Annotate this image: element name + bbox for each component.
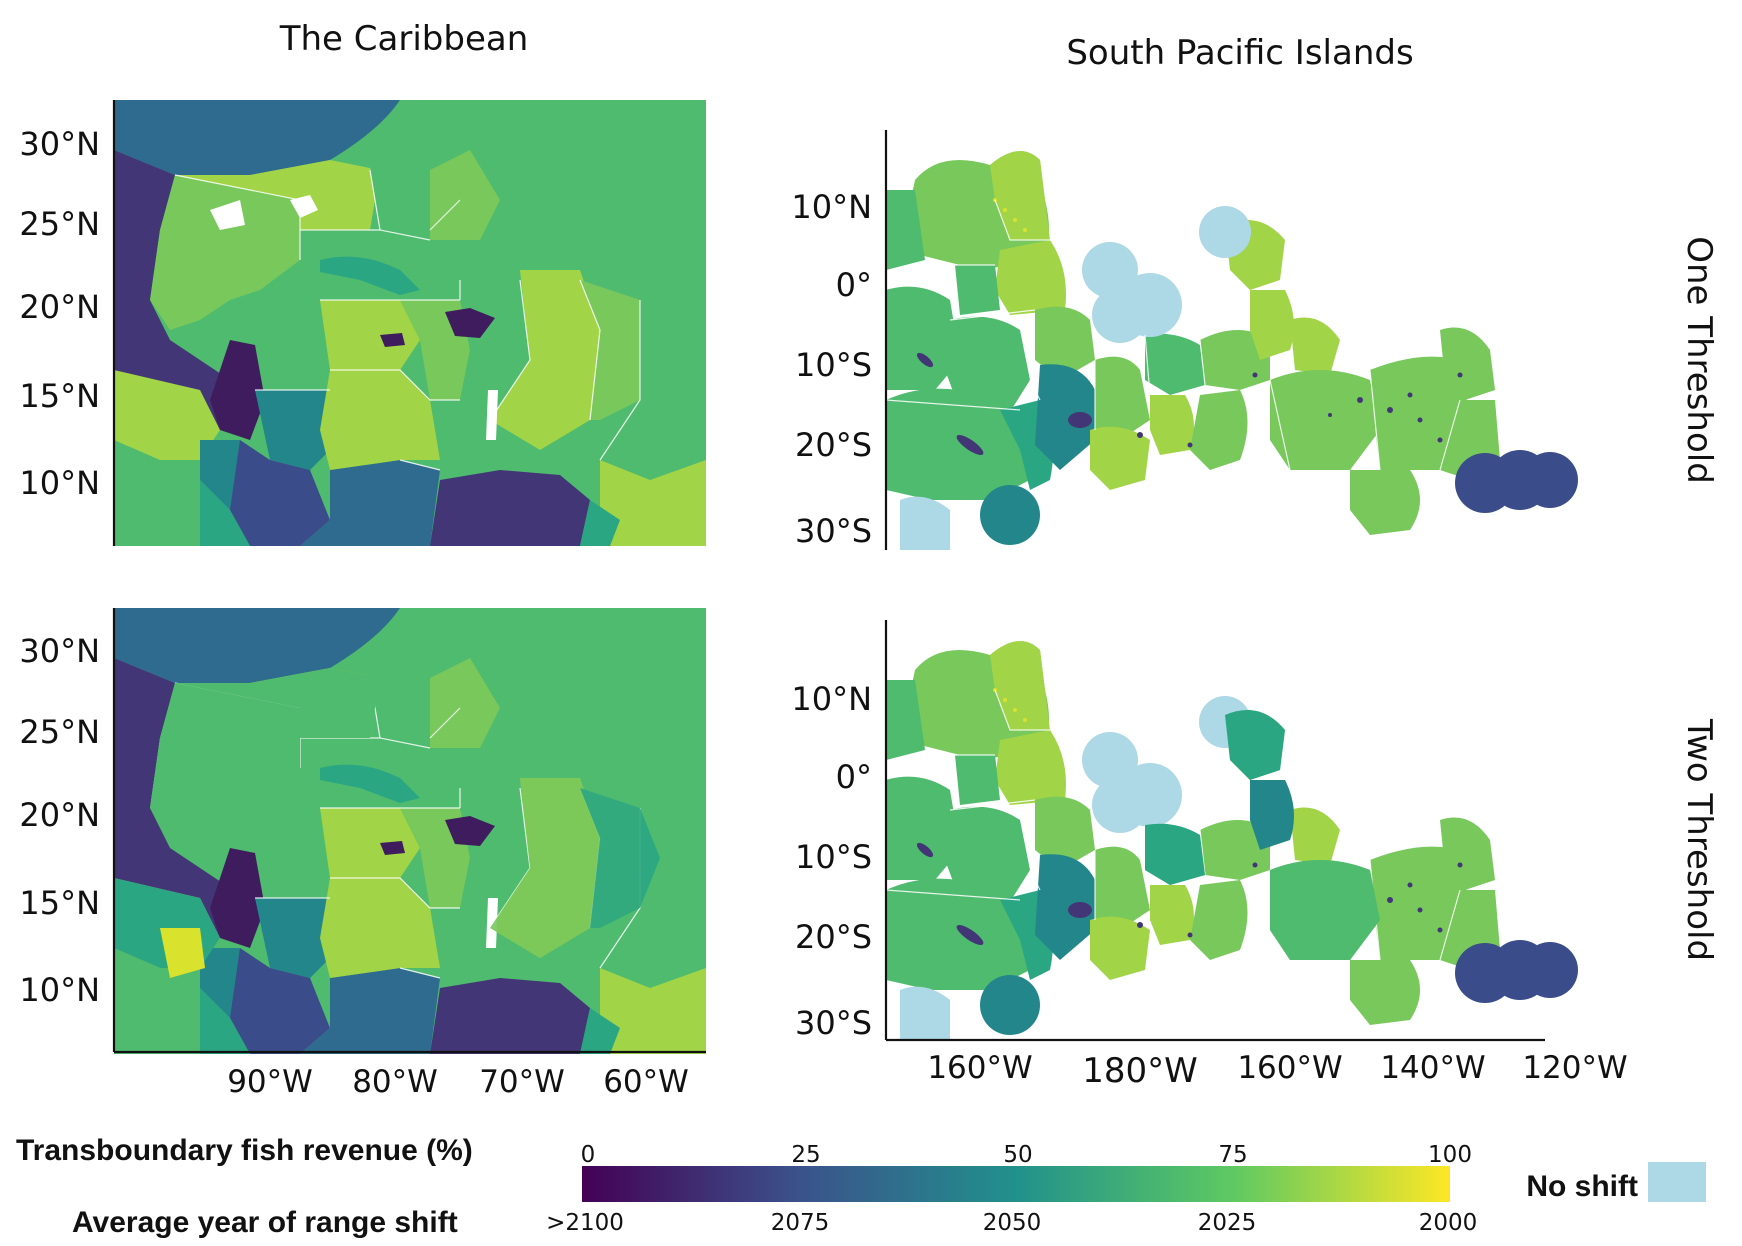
lat-label: 15°N — [19, 377, 100, 415]
lat-label: 20°S — [795, 918, 872, 956]
lat-label: 25°N — [19, 713, 100, 751]
pacific-title: South Pacific Islands — [1066, 33, 1413, 73]
caribbean-bottom-lat-labels: 30°N 25°N 20°N 15°N 10°N — [19, 632, 100, 1009]
lon-label: 70°W — [479, 1064, 565, 1100]
legend-no-shift-label: No shift — [1526, 1170, 1638, 1203]
caribbean-title: The Caribbean — [279, 19, 529, 59]
pacific-lon-labels: 160°W 180°W 160°W 140°W 120°W — [927, 1050, 1627, 1091]
caribbean-map-two-threshold — [114, 608, 706, 1054]
legend-year-label: Average year of range shift — [72, 1206, 458, 1239]
lat-label: 20°N — [19, 288, 100, 326]
lon-label: 140°W — [1380, 1050, 1485, 1086]
lat-label: 20°S — [795, 426, 872, 464]
legend: Transboundary fish revenue (%) Average y… — [16, 1134, 1706, 1239]
no-shift-swatch — [1648, 1162, 1706, 1202]
lat-label: 10°N — [19, 464, 100, 502]
lat-label: 10°S — [795, 346, 872, 384]
lat-label: 0° — [836, 758, 872, 796]
lat-label: 30°S — [795, 1004, 872, 1042]
lon-label: 180°W — [1082, 1051, 1198, 1091]
lat-label: 10°S — [795, 838, 872, 876]
legend-bottom-tick: 2050 — [983, 1210, 1042, 1236]
legend-bottom-tick: >2100 — [546, 1210, 624, 1236]
lon-label: 160°W — [1237, 1050, 1342, 1086]
legend-bottom-tick: 2075 — [771, 1210, 830, 1236]
lon-label: 120°W — [1522, 1050, 1627, 1086]
lat-label: 0° — [836, 266, 872, 304]
lat-label: 30°N — [19, 125, 100, 163]
caribbean-lon-labels: 90°W 80°W 70°W 60°W — [227, 1064, 689, 1100]
colorbar — [582, 1166, 1450, 1202]
lat-label: 25°N — [19, 205, 100, 243]
lat-label: 20°N — [19, 796, 100, 834]
legend-top-tick: 25 — [791, 1142, 820, 1168]
lon-label: 60°W — [603, 1064, 689, 1100]
lon-label: 90°W — [227, 1064, 313, 1100]
lat-label: 10°N — [791, 680, 872, 718]
legend-top-tick: 75 — [1218, 1142, 1247, 1168]
row-label-two-threshold: Two Threshold — [1679, 718, 1719, 961]
pacific-top-lat-labels: 10°N 0° 10°S 20°S 30°S — [791, 188, 872, 550]
caribbean-map-one-threshold — [114, 100, 706, 546]
lat-label: 30°S — [795, 512, 872, 550]
lon-label: 160°W — [927, 1050, 1032, 1086]
pacific-map-two-threshold — [886, 640, 1579, 1040]
legend-bottom-tick: 2000 — [1419, 1210, 1478, 1236]
lat-label: 30°N — [19, 632, 100, 670]
caribbean-top-lat-labels: 30°N 25°N 20°N 15°N 10°N — [19, 125, 100, 502]
lat-label: 10°N — [791, 188, 872, 226]
legend-top-tick: 0 — [581, 1142, 596, 1168]
lon-label: 80°W — [352, 1064, 438, 1100]
lat-label: 10°N — [19, 971, 100, 1009]
legend-bottom-tick: 2025 — [1198, 1210, 1257, 1236]
pacific-bottom-lat-labels: 10°N 0° 10°S 20°S 30°S — [791, 680, 872, 1042]
row-label-one-threshold: One Threshold — [1679, 236, 1719, 484]
pacific-map-one-threshold — [886, 150, 1579, 550]
legend-top-tick: 100 — [1428, 1142, 1472, 1168]
lat-label: 15°N — [19, 884, 100, 922]
legend-revenue-label: Transboundary fish revenue (%) — [16, 1134, 473, 1167]
legend-top-tick: 50 — [1003, 1142, 1032, 1168]
